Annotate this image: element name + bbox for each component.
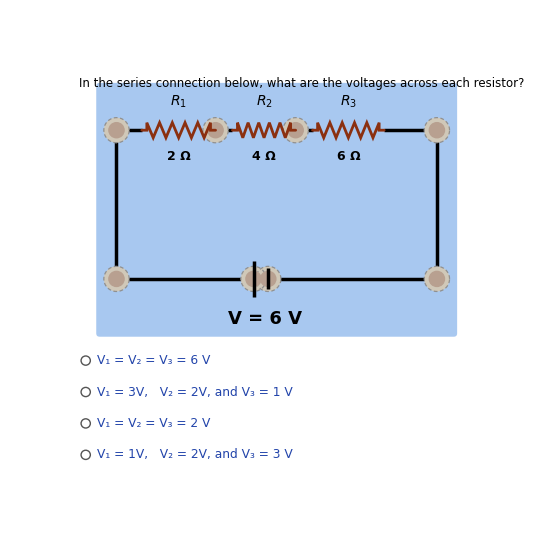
- Text: V₁ = 3V,   V₂ = 2V, and V₃ = 1 V: V₁ = 3V, V₂ = 2V, and V₃ = 1 V: [97, 386, 293, 399]
- Circle shape: [208, 122, 223, 138]
- Circle shape: [81, 356, 90, 365]
- Circle shape: [429, 122, 444, 138]
- Text: V = 6 V: V = 6 V: [228, 310, 302, 329]
- Text: $R_2$: $R_2$: [256, 94, 273, 110]
- Circle shape: [424, 267, 449, 292]
- Circle shape: [104, 267, 129, 292]
- Circle shape: [261, 271, 276, 287]
- Text: 4 Ω: 4 Ω: [252, 150, 276, 163]
- Circle shape: [241, 267, 266, 292]
- Circle shape: [81, 450, 90, 460]
- Text: V₁ = V₂ = V₃ = 2 V: V₁ = V₂ = V₃ = 2 V: [97, 417, 210, 430]
- Circle shape: [424, 118, 449, 143]
- Circle shape: [256, 267, 281, 292]
- Circle shape: [104, 118, 129, 143]
- Text: In the series connection below, what are the voltages across each resistor?: In the series connection below, what are…: [78, 77, 524, 90]
- FancyBboxPatch shape: [96, 83, 457, 337]
- Circle shape: [109, 271, 124, 287]
- Circle shape: [81, 419, 90, 428]
- Circle shape: [203, 118, 228, 143]
- Circle shape: [288, 122, 303, 138]
- Circle shape: [81, 387, 90, 397]
- Circle shape: [246, 271, 261, 287]
- Text: $R_1$: $R_1$: [170, 94, 187, 110]
- Circle shape: [109, 122, 124, 138]
- Text: $R_3$: $R_3$: [340, 94, 357, 110]
- Circle shape: [429, 271, 444, 287]
- Text: V₁ = V₂ = V₃ = 6 V: V₁ = V₂ = V₃ = 6 V: [97, 354, 210, 367]
- Text: 6 Ω: 6 Ω: [337, 150, 360, 163]
- Text: V₁ = 1V,   V₂ = 2V, and V₃ = 3 V: V₁ = 1V, V₂ = 2V, and V₃ = 3 V: [97, 448, 293, 461]
- Text: 2 Ω: 2 Ω: [167, 150, 190, 163]
- Circle shape: [283, 118, 308, 143]
